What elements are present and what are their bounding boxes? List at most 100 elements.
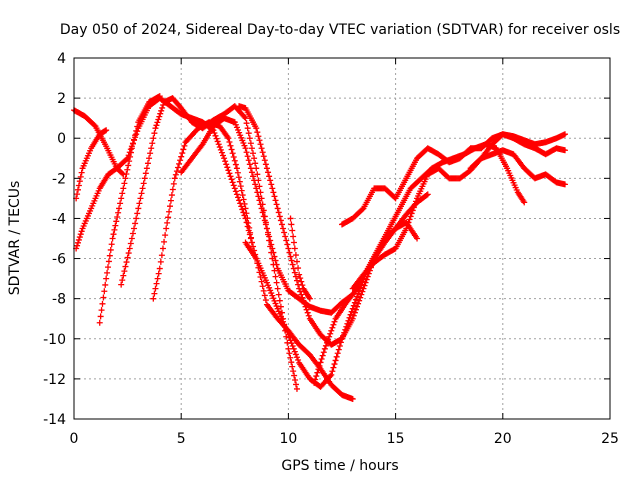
data-point <box>407 213 414 220</box>
data-point <box>266 233 273 240</box>
series-sat-g <box>178 115 356 316</box>
data-point <box>272 257 279 264</box>
data-point <box>74 191 81 198</box>
data-point <box>225 167 232 174</box>
data-point <box>229 150 236 157</box>
data-point <box>232 161 239 168</box>
data-point <box>243 120 250 127</box>
data-point <box>162 232 169 239</box>
data-point <box>341 329 348 336</box>
data-point <box>135 205 142 212</box>
data-point <box>313 373 320 380</box>
data-point <box>331 318 338 325</box>
data-point <box>277 217 284 224</box>
data-point <box>405 219 412 226</box>
data-point <box>243 210 250 217</box>
y-tick-label: -6 <box>52 252 66 268</box>
data-point <box>233 191 240 198</box>
data-point <box>146 155 153 162</box>
x-tick-label: 5 <box>177 431 186 447</box>
data-point <box>97 313 104 320</box>
data-point <box>111 226 118 233</box>
x-tick-label: 0 <box>70 431 79 447</box>
data-point <box>357 294 364 301</box>
data-point <box>266 173 273 180</box>
data-point <box>253 165 260 172</box>
data-point <box>291 269 298 276</box>
data-point <box>260 153 267 160</box>
data-point <box>216 144 223 151</box>
data-point <box>361 282 368 289</box>
data-point <box>106 252 113 259</box>
data-point <box>237 183 244 190</box>
y-tick-label: -14 <box>43 412 66 428</box>
data-point <box>154 275 161 282</box>
data-point <box>348 308 355 315</box>
data-point <box>240 209 247 216</box>
data-point <box>258 205 265 212</box>
data-point <box>349 315 356 322</box>
data-point <box>297 288 304 295</box>
data-point <box>251 155 258 162</box>
data-point <box>265 169 272 176</box>
data-point <box>271 253 278 260</box>
data-point <box>252 181 259 188</box>
data-point <box>356 287 363 294</box>
data-point <box>248 239 255 246</box>
data-point <box>424 191 431 198</box>
data-point <box>124 166 131 173</box>
plot-frame <box>73 57 611 420</box>
data-point <box>230 182 237 189</box>
data-point <box>246 161 253 168</box>
data-point <box>337 339 344 346</box>
data-point <box>256 137 263 144</box>
data-point <box>252 160 259 167</box>
data-point <box>318 356 325 363</box>
data-point <box>352 306 359 313</box>
data-point <box>236 197 243 204</box>
data-point <box>242 145 249 152</box>
data-point <box>285 245 292 252</box>
data-point <box>91 122 98 129</box>
data-point <box>278 221 285 228</box>
data-point <box>217 146 224 153</box>
data-point <box>302 303 309 310</box>
data-point <box>74 186 81 193</box>
data-point <box>288 221 295 228</box>
data-point <box>244 215 251 222</box>
series-sat-m <box>287 215 313 302</box>
data-point <box>178 153 185 160</box>
data-point <box>171 175 178 182</box>
data-point <box>256 197 263 204</box>
data-point <box>245 157 252 164</box>
data-point <box>238 203 245 210</box>
data-point <box>147 150 154 157</box>
data-point <box>230 154 237 161</box>
data-point <box>132 132 139 139</box>
data-point <box>305 312 312 319</box>
data-point <box>250 150 257 157</box>
data-point <box>74 242 81 249</box>
data-point <box>134 123 141 130</box>
data-point <box>223 161 230 168</box>
data-point <box>75 236 82 243</box>
data-point <box>226 138 233 145</box>
data-point <box>144 160 151 167</box>
data-point <box>128 235 135 242</box>
data-point <box>356 297 363 304</box>
data-point <box>228 176 235 183</box>
data-point <box>262 221 269 228</box>
data-point <box>257 141 264 148</box>
data-point <box>285 345 292 352</box>
y-tick-label: 0 <box>57 131 66 147</box>
data-point <box>285 331 292 338</box>
data-point <box>335 346 342 353</box>
data-point <box>267 177 274 184</box>
data-point <box>140 180 147 187</box>
data-point <box>126 158 133 165</box>
data-point <box>289 342 296 349</box>
data-point <box>349 305 356 312</box>
data-point <box>283 237 290 244</box>
data-point <box>269 185 276 192</box>
data-point <box>275 291 282 298</box>
